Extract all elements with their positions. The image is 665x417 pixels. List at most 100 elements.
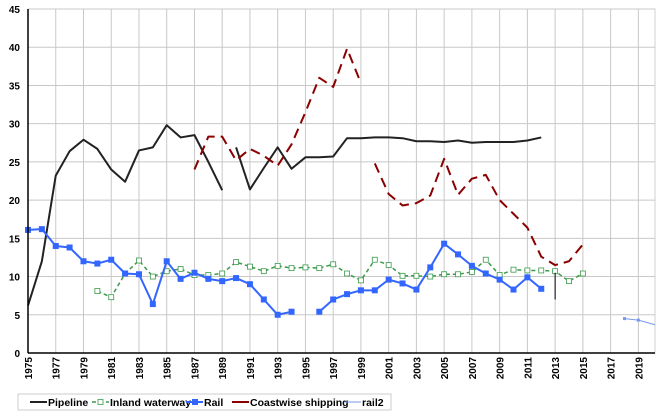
x-tick-label: 1985 <box>163 357 174 380</box>
data-point <box>538 267 545 274</box>
x-tick-label: 1977 <box>52 357 63 380</box>
data-point <box>441 271 448 278</box>
x-tick-label: 2005 <box>440 357 451 380</box>
legend-label: rail2 <box>362 397 384 409</box>
legend: Pipeline Inland waterway Rail Coastwise shi… <box>17 393 392 411</box>
data-point <box>80 258 87 265</box>
x-tick-label: 1999 <box>357 357 368 380</box>
legend-item: rail2 <box>344 397 384 409</box>
data-point <box>455 251 462 258</box>
legend-label: Rail <box>204 397 223 409</box>
x-tick-label: 1989 <box>218 357 229 380</box>
data-point <box>66 244 73 251</box>
series-pipeline <box>27 124 542 306</box>
data-point <box>260 296 267 303</box>
data-point <box>344 291 351 298</box>
y-tick-label: 40 <box>9 43 21 54</box>
data-point <box>94 260 101 267</box>
x-tick-label: 1987 <box>190 357 201 380</box>
legend-item: Inland waterway <box>92 397 191 409</box>
data-point <box>358 277 364 284</box>
data-point <box>441 240 448 247</box>
y-tick-label: 35 <box>9 81 21 92</box>
data-point <box>52 242 59 249</box>
x-tick-label: 1993 <box>274 357 285 380</box>
data-point <box>566 278 572 285</box>
data-point <box>524 274 531 281</box>
x-tick-label: 1975 <box>24 357 35 380</box>
plot-area <box>27 8 656 354</box>
data-point <box>38 226 45 233</box>
data-point <box>413 286 420 293</box>
data-point <box>260 268 267 275</box>
series-layer <box>25 47 656 326</box>
data-point <box>427 264 434 271</box>
data-point <box>482 256 489 263</box>
x-tick-label: 2011 <box>523 357 534 379</box>
data-point <box>316 265 323 272</box>
data-point <box>163 258 170 265</box>
series-rail2 <box>622 317 656 326</box>
data-point <box>149 301 156 308</box>
data-point <box>233 259 239 265</box>
data-point <box>135 271 142 278</box>
data-point <box>233 275 240 282</box>
data-point <box>622 317 626 321</box>
data-point <box>427 273 434 280</box>
data-point <box>399 272 406 279</box>
data-point <box>274 262 281 269</box>
data-point <box>371 287 378 294</box>
data-point <box>510 266 517 273</box>
data-point <box>302 264 309 271</box>
data-point <box>219 270 226 277</box>
data-point <box>399 280 406 287</box>
y-tick-label: 20 <box>9 196 21 207</box>
y-tick-label: 10 <box>9 273 21 284</box>
x-tick-label: 2013 <box>551 357 562 380</box>
data-point <box>413 272 420 279</box>
data-point <box>288 308 295 315</box>
data-point <box>468 262 475 269</box>
data-point <box>246 281 253 288</box>
y-tick-label: 0 <box>14 349 20 360</box>
data-point <box>455 271 461 278</box>
y-tick-label: 25 <box>9 158 21 169</box>
data-point <box>496 276 503 283</box>
data-point <box>136 257 142 264</box>
data-point <box>330 261 337 268</box>
x-tick-label: 1983 <box>135 357 146 380</box>
data-point <box>177 275 184 282</box>
x-tick-label: 2009 <box>496 357 507 380</box>
axes <box>27 9 655 354</box>
data-point <box>636 318 640 322</box>
series-line <box>235 136 542 191</box>
x-tick-label: 2019 <box>634 357 645 380</box>
y-tick-label: 30 <box>9 120 21 131</box>
data-point <box>385 276 392 283</box>
data-point <box>122 270 129 277</box>
x-tick-label: 2003 <box>412 357 423 380</box>
data-point <box>149 273 156 280</box>
legend-marker <box>192 399 198 405</box>
data-point <box>191 269 198 276</box>
data-point <box>108 256 115 263</box>
x-tick-label: 1991 <box>246 357 257 380</box>
data-point <box>482 270 489 277</box>
x-tick-label: 1997 <box>329 357 340 380</box>
legend-item: Pipeline <box>30 397 88 409</box>
data-point <box>385 262 392 268</box>
x-tick-label: 2007 <box>468 357 479 380</box>
data-point <box>108 294 115 301</box>
data-point <box>274 311 281 318</box>
y-axis-ticks: 0 5 10 15 20 25 30 35 40 45 <box>9 5 21 360</box>
data-point <box>579 270 586 277</box>
legend-label: Pipeline <box>48 397 88 409</box>
legend-item: Rail <box>186 397 223 409</box>
y-tick-label: 15 <box>9 234 21 245</box>
x-tick-label: 2017 <box>607 357 618 380</box>
series-rail <box>25 226 545 318</box>
x-tick-label: 2015 <box>579 357 590 380</box>
data-point <box>94 288 101 294</box>
legend-marker <box>97 399 104 405</box>
